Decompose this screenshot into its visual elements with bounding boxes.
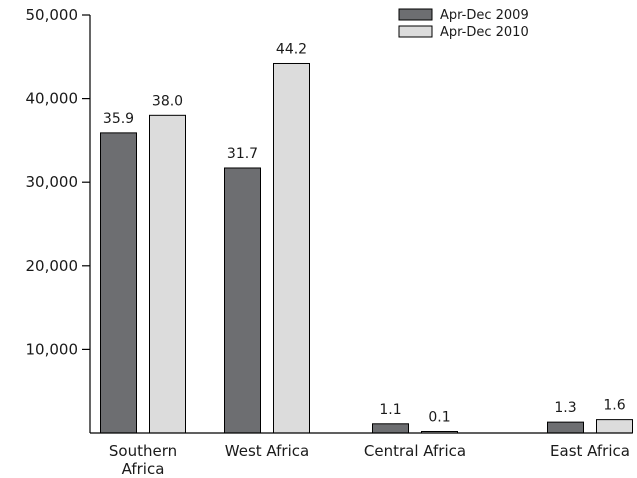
- bar: [372, 423, 409, 434]
- data-labels: 35.9 31.7 1.1 1.3 38.0 44.2 0.1 1.6: [103, 41, 626, 425]
- data-label: 1.6: [603, 398, 625, 414]
- x-tick-label-line: Africa: [122, 460, 165, 478]
- bars: [100, 62, 633, 434]
- y-tick-label: 20,000: [26, 257, 79, 275]
- bar: [273, 62, 310, 434]
- x-tick-label-line: Central Africa: [364, 442, 466, 460]
- bar: [547, 421, 584, 434]
- y-tick-label: 40,000: [26, 90, 79, 108]
- data-label: 0.1: [428, 410, 450, 426]
- y-tick-label: 50,000: [26, 6, 79, 24]
- x-tick-label-line: Southern: [109, 442, 177, 460]
- bar: [596, 419, 633, 434]
- legend-label: Apr-Dec 2010: [440, 25, 529, 40]
- x-tick-label: East Africa: [550, 442, 630, 460]
- data-label: 31.7: [227, 146, 258, 162]
- legend-label: Apr-Dec 2009: [440, 8, 529, 23]
- data-label: 44.2: [276, 41, 307, 57]
- x-tick-label-line: East Africa: [550, 442, 630, 460]
- y-tick-label: 30,000: [26, 173, 79, 191]
- legend: Apr-Dec 2009 Apr-Dec 2010: [398, 8, 529, 40]
- data-label: 1.1: [379, 402, 401, 418]
- y-tick-label: 10,000: [26, 340, 79, 358]
- bar: [149, 114, 186, 434]
- x-tick-label: Central Africa: [364, 442, 466, 460]
- legend-swatch: [398, 8, 433, 21]
- bar: [100, 132, 137, 434]
- x-axis: Southern Africa West Africa Central Africa E…: [90, 432, 632, 478]
- y-axis: 10,000 20,000 30,000 40,000 50,000: [26, 6, 91, 433]
- data-label: 38.0: [152, 93, 183, 109]
- bar: [224, 167, 261, 434]
- data-label: 35.9: [103, 111, 134, 127]
- x-tick-label-line: West Africa: [225, 442, 309, 460]
- x-tick-label: West Africa: [225, 442, 309, 460]
- legend-swatch: [398, 25, 433, 38]
- x-tick-label: Southern Africa: [109, 442, 177, 478]
- data-label: 1.3: [554, 400, 576, 416]
